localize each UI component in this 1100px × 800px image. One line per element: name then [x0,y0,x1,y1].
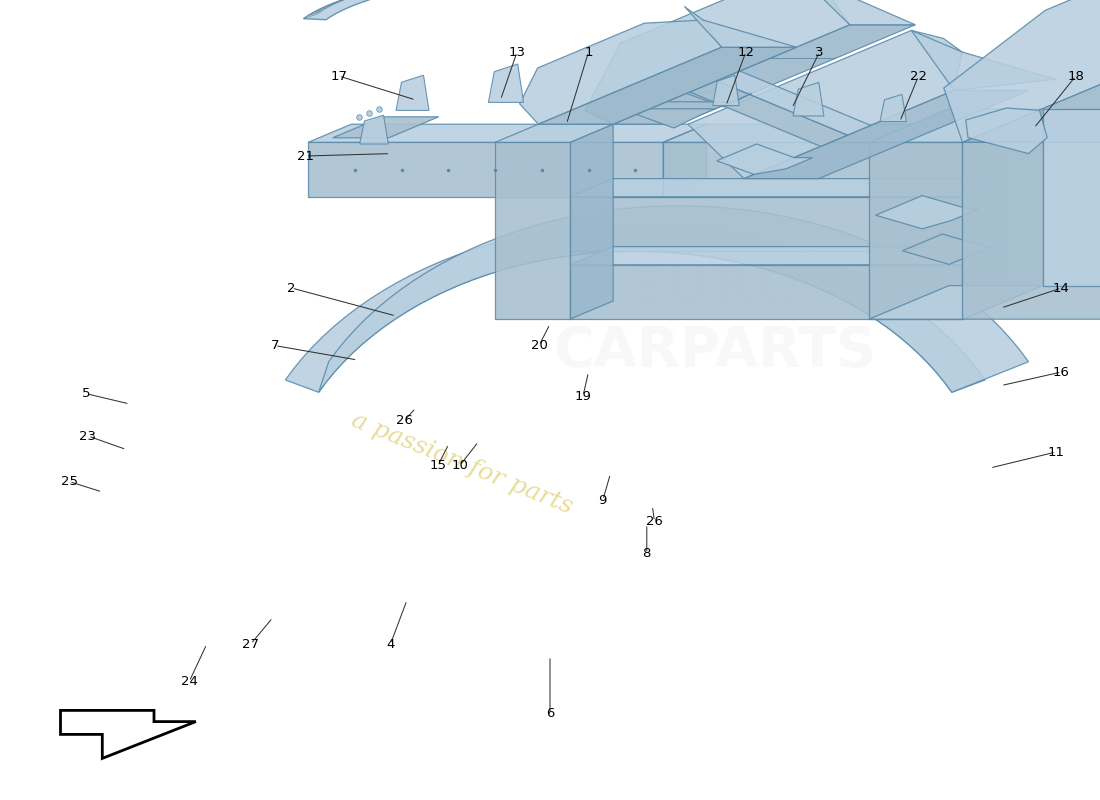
Polygon shape [663,142,962,197]
Polygon shape [285,224,986,392]
Polygon shape [744,90,1028,178]
Text: 15: 15 [429,459,447,472]
Polygon shape [570,197,962,251]
Text: 14: 14 [1053,282,1070,294]
Polygon shape [519,20,722,124]
Text: 10: 10 [451,459,469,472]
Text: 16: 16 [1053,366,1070,378]
Text: 26: 26 [396,414,414,426]
Text: 23: 23 [79,430,97,442]
Polygon shape [962,124,1005,197]
Text: 12: 12 [737,46,755,58]
Text: 2: 2 [287,282,296,294]
Polygon shape [60,710,196,758]
Polygon shape [966,108,1047,154]
Text: 26: 26 [646,515,663,528]
Polygon shape [663,124,706,197]
Text: 11: 11 [1047,446,1065,458]
Polygon shape [688,30,962,178]
Polygon shape [869,142,962,319]
Text: 24: 24 [180,675,198,688]
Polygon shape [962,0,1100,142]
Polygon shape [962,109,1100,319]
Text: 25: 25 [60,475,78,488]
Polygon shape [319,2,340,10]
Polygon shape [308,8,327,15]
Polygon shape [713,75,739,106]
Polygon shape [326,0,346,6]
Polygon shape [613,25,915,124]
Polygon shape [684,6,796,47]
Text: 18: 18 [1067,70,1085,82]
Polygon shape [962,109,1043,319]
Polygon shape [304,11,322,18]
Text: EURO
CARPARTS: EURO CARPARTS [553,262,877,378]
Polygon shape [360,115,388,144]
Polygon shape [308,142,663,197]
Text: 13: 13 [508,46,526,58]
Text: 20: 20 [530,339,548,352]
Polygon shape [570,124,613,319]
Polygon shape [880,94,906,122]
Polygon shape [304,0,1100,20]
Polygon shape [650,102,732,109]
Polygon shape [690,81,847,146]
Text: 22: 22 [910,70,927,82]
Polygon shape [308,124,706,142]
Text: 1: 1 [584,46,593,58]
Polygon shape [869,109,1043,142]
Polygon shape [716,144,813,174]
Polygon shape [570,246,1005,265]
Polygon shape [962,246,1005,319]
Polygon shape [902,234,989,264]
Text: 19: 19 [574,390,592,402]
Polygon shape [793,82,824,116]
Text: 3: 3 [815,46,824,58]
Polygon shape [911,30,1056,90]
Polygon shape [538,47,796,124]
Polygon shape [663,124,1005,142]
Text: a passion for parts: a passion for parts [348,409,576,519]
Text: 17: 17 [330,70,348,82]
Polygon shape [396,75,429,110]
Text: 7: 7 [271,339,279,352]
Text: 6: 6 [546,707,554,720]
Polygon shape [585,0,850,124]
Polygon shape [332,117,439,138]
Polygon shape [1043,109,1100,286]
Polygon shape [332,0,354,3]
Text: 4: 4 [386,638,395,650]
Polygon shape [944,0,1100,142]
Text: 27: 27 [242,638,260,650]
Polygon shape [876,195,978,229]
Polygon shape [570,178,1005,197]
Text: 5: 5 [81,387,90,400]
Polygon shape [869,286,1043,319]
Polygon shape [716,71,871,135]
Polygon shape [794,0,915,25]
Polygon shape [319,206,1028,392]
Text: 8: 8 [642,547,651,560]
Polygon shape [637,94,752,128]
Polygon shape [570,265,962,319]
Polygon shape [488,64,524,102]
Polygon shape [495,142,570,319]
Polygon shape [314,5,333,13]
Polygon shape [962,178,1005,251]
Polygon shape [495,124,613,142]
Text: 21: 21 [297,150,315,162]
Text: 9: 9 [598,494,607,506]
